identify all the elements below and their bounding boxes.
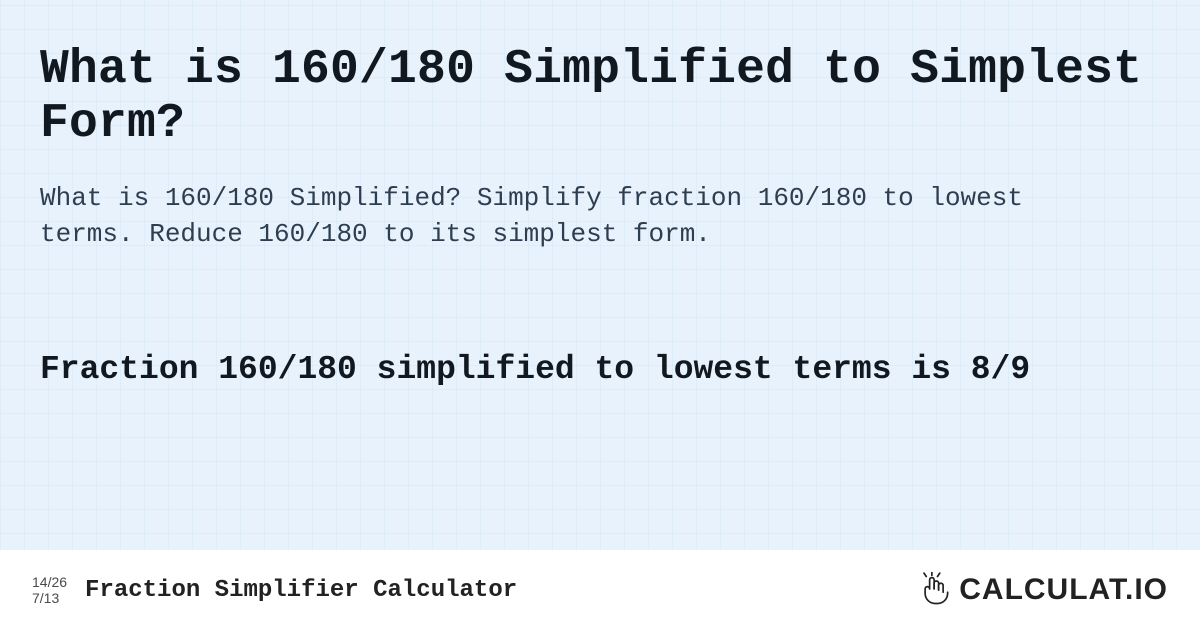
brand-area: CALCULAT.IO [915,572,1168,608]
hand-tap-icon [915,572,951,608]
fraction-logo-icon: 14/26 7/13 [32,574,67,606]
answer-text: Fraction 160/180 simplified to lowest te… [40,348,1140,393]
brand-label: CALCULAT.IO [959,573,1168,607]
footer-left: 14/26 7/13 Fraction Simplifier Calculato… [32,574,517,606]
page-heading: What is 160/180 Simplified to Simplest F… [40,44,1160,152]
footer-bar: 14/26 7/13 Fraction Simplifier Calculato… [0,550,1200,630]
page-description: What is 160/180 Simplified? Simplify fra… [40,180,1120,253]
content-area: What is 160/180 Simplified to Simplest F… [0,0,1200,393]
fraction-top: 14/26 [32,574,67,590]
app-name-label: Fraction Simplifier Calculator [85,577,517,604]
fraction-bottom: 7/13 [32,590,67,606]
